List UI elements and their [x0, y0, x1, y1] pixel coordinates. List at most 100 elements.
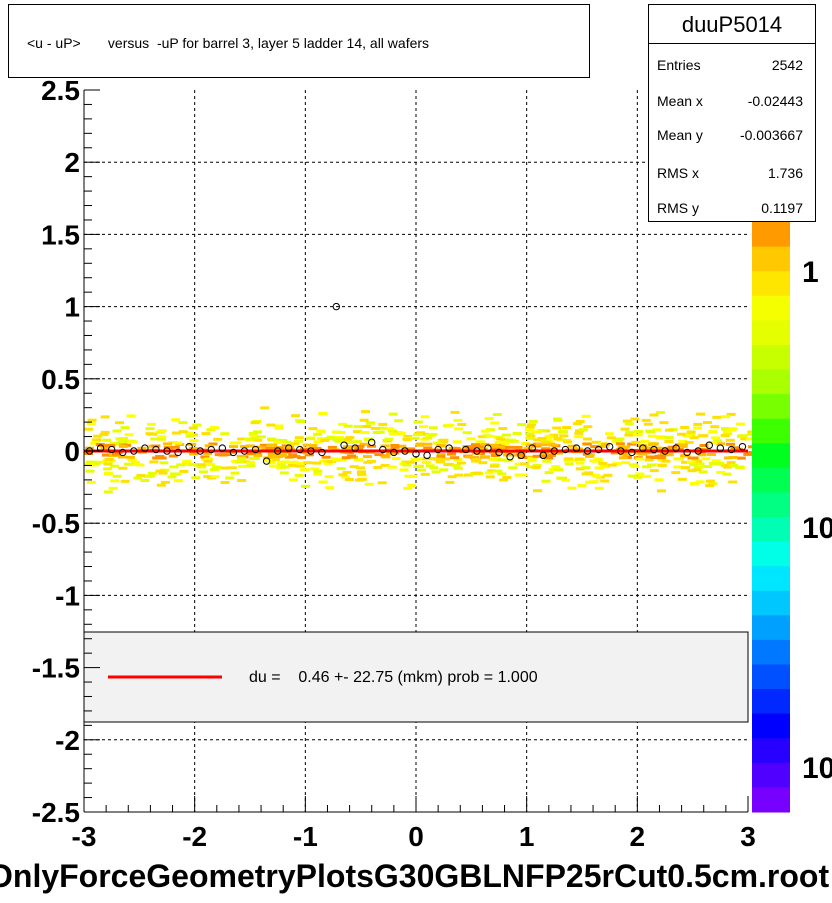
density-cell [388, 429, 397, 433]
density-cell [740, 437, 750, 441]
density-cell [342, 470, 352, 474]
profile-point [152, 445, 160, 454]
chart-title-box: <u - uP> versus -uP for barrel 3, layer … [8, 4, 590, 78]
density-cell [110, 464, 120, 468]
density-cell [290, 442, 300, 446]
density-cell [213, 437, 223, 441]
density-cell [238, 465, 247, 468]
density-cell [677, 432, 686, 436]
density-cell [664, 436, 674, 440]
density-cell [336, 431, 346, 434]
density-cell [607, 463, 617, 467]
palette-cell [752, 541, 790, 567]
density-cell [157, 437, 166, 441]
palette-cell [752, 418, 790, 444]
y-tick-label: 0.5 [41, 364, 80, 395]
density-cell [513, 445, 523, 449]
palette-cell [752, 369, 790, 395]
density-cell [229, 441, 239, 445]
density-cell [641, 418, 651, 422]
density-cell [272, 451, 282, 455]
density-cell [108, 486, 118, 490]
density-cell [615, 437, 625, 441]
density-cell [436, 444, 446, 447]
palette-cell [752, 222, 790, 248]
density-cell [509, 439, 519, 443]
palette-cell [752, 738, 790, 764]
density-cell [295, 464, 305, 468]
density-cell [527, 459, 537, 463]
density-cell [745, 451, 755, 454]
density-cell [497, 472, 507, 476]
density-cell [541, 479, 551, 483]
density-cell [120, 479, 130, 483]
density-cell [729, 464, 739, 467]
density-cell [429, 466, 439, 470]
density-cell [453, 466, 463, 470]
density-cell [655, 436, 665, 440]
density-cell [564, 462, 574, 466]
density-cell [250, 421, 260, 425]
density-cell [705, 479, 715, 483]
density-cell [575, 467, 585, 471]
palette-cell [752, 271, 790, 297]
y-tick-label: -1 [55, 580, 80, 611]
density-cell [548, 468, 558, 471]
density-cell [594, 486, 604, 490]
density-cell [747, 432, 756, 436]
density-cell [118, 444, 128, 448]
density-cell [689, 436, 699, 440]
density-cell [633, 433, 643, 437]
density-cell [206, 463, 215, 467]
density-cell [378, 422, 388, 426]
density-cell [350, 445, 360, 449]
density-cell [635, 472, 645, 476]
density-cell [537, 437, 547, 440]
density-cell [199, 470, 208, 474]
density-cell [253, 438, 263, 442]
density-cell [712, 415, 722, 419]
density-cell [344, 478, 354, 481]
density-cell [296, 461, 306, 465]
density-cell [475, 440, 485, 444]
density-cell [420, 472, 430, 476]
density-cell [567, 486, 577, 490]
density-cell [168, 454, 178, 458]
density-cell [490, 464, 499, 468]
density-cell [716, 470, 726, 474]
density-cell [661, 459, 671, 463]
y-tick-label: -2.5 [32, 797, 80, 828]
density-cell [734, 447, 743, 451]
density-cell [313, 440, 323, 444]
density-cell [115, 437, 125, 441]
profile-point [390, 448, 398, 457]
density-cell [527, 457, 537, 460]
density-cell [453, 418, 463, 422]
density-cell [451, 463, 461, 467]
density-cell [738, 434, 748, 438]
density-cell [155, 430, 165, 434]
profile-point [285, 444, 293, 452]
density-cell [321, 455, 331, 459]
palette-cell [752, 689, 790, 715]
density-cell [171, 431, 181, 435]
density-cell [581, 466, 591, 470]
density-cell [127, 458, 137, 462]
density-cell [367, 444, 376, 448]
density-cell [533, 489, 542, 493]
density-cell [203, 475, 213, 479]
density-cell [562, 426, 572, 429]
z-scale-label: 1 [802, 256, 819, 289]
profile-point [296, 445, 304, 454]
density-cell [480, 429, 490, 433]
density-cell [341, 447, 351, 451]
density-cell [447, 475, 457, 479]
stat-rms-y-label: RMS y [657, 200, 699, 216]
density-cell [220, 432, 230, 436]
density-cell [133, 476, 143, 480]
density-cell [237, 457, 247, 461]
density-cell [451, 447, 461, 451]
density-cell [327, 445, 337, 449]
density-cell [697, 453, 707, 457]
density-cell [715, 461, 725, 465]
